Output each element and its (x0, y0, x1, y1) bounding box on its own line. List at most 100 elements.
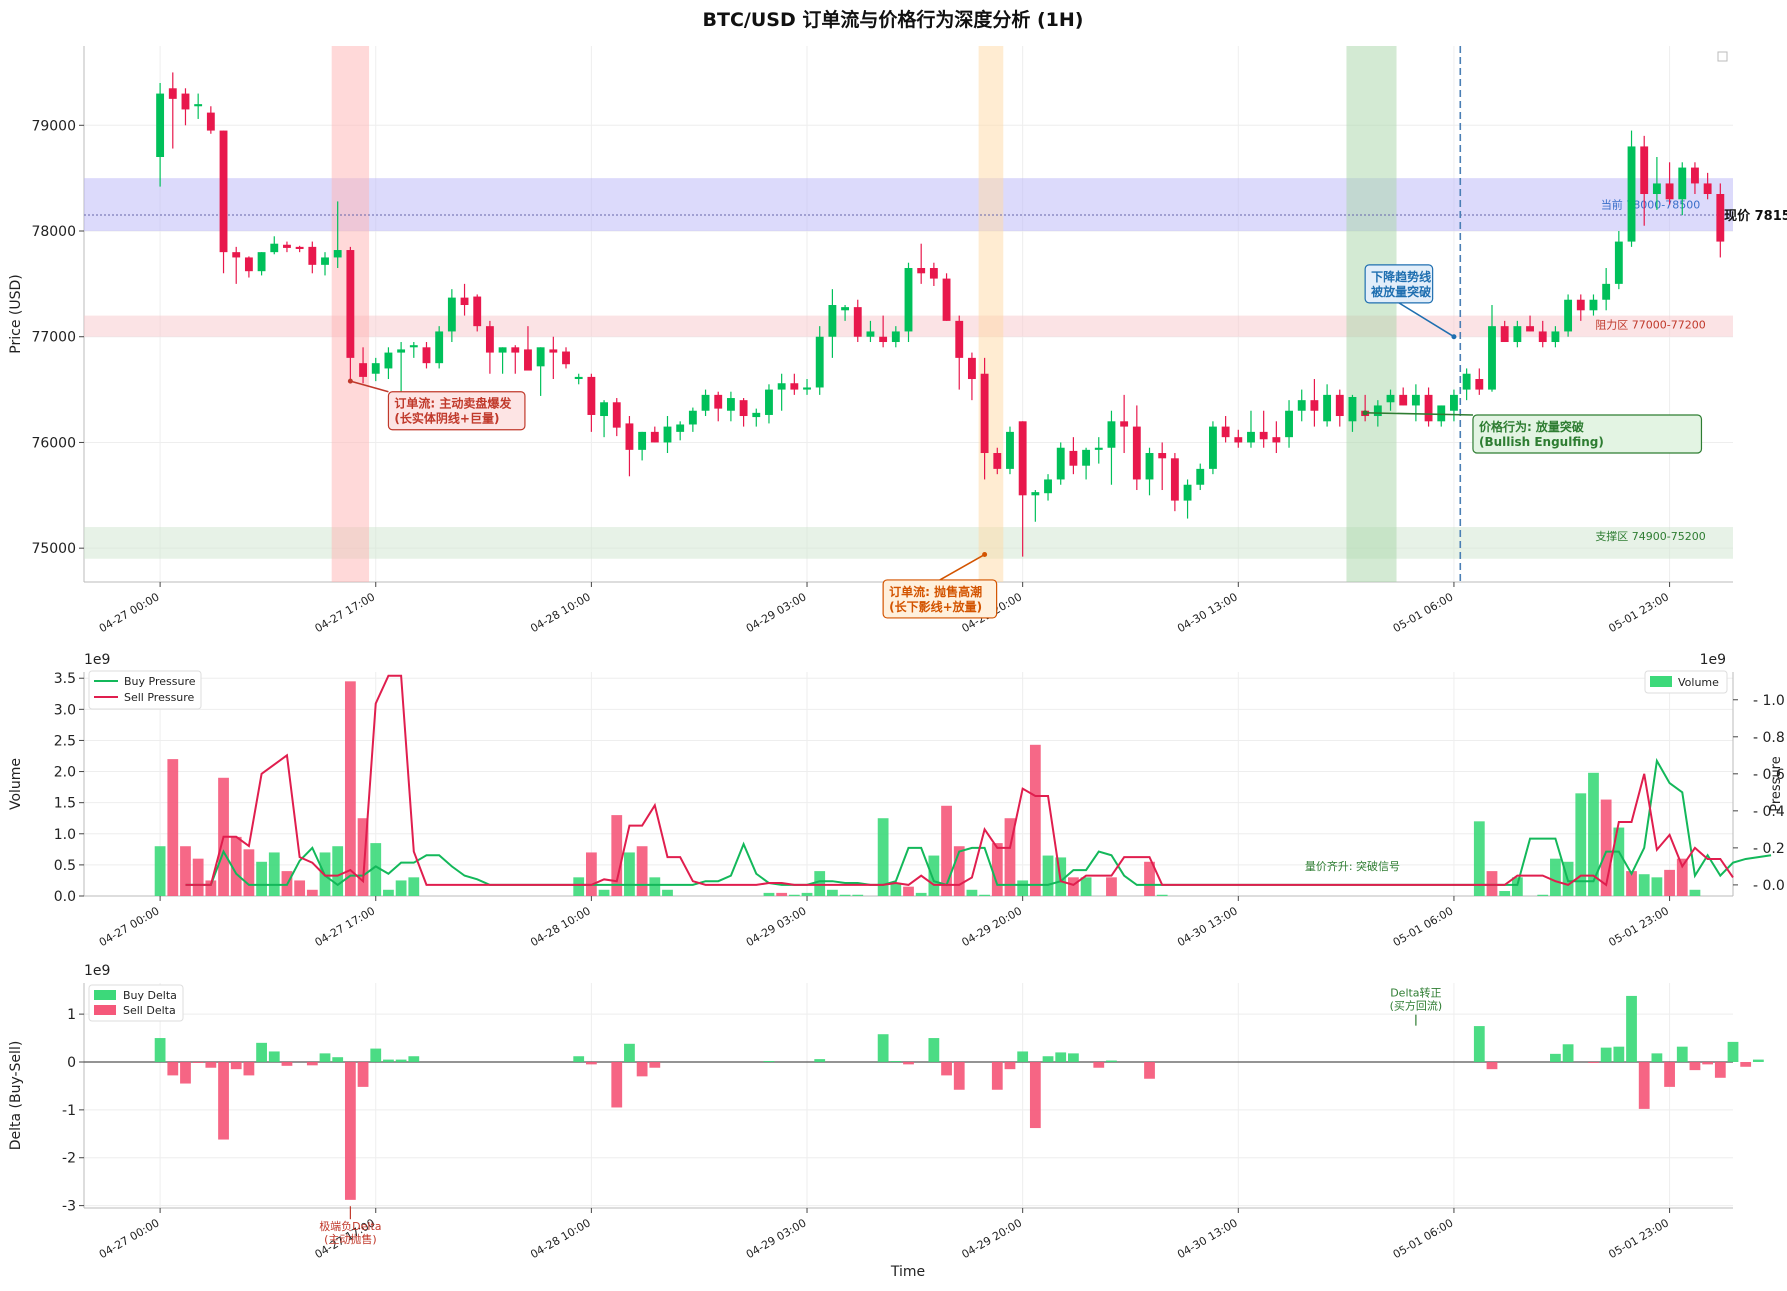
y-exponent-label: 1e9 (84, 652, 110, 668)
x-tick-label: 04-30 13:00 (1175, 1216, 1240, 1261)
price-zone-band (84, 178, 1733, 232)
candle-body (257, 252, 266, 272)
x-tick-label: 05-01 23:00 (1606, 904, 1671, 949)
volume-bar (624, 852, 635, 896)
y-tick-label: -3 (62, 1199, 76, 1215)
y-tick-label: 0.5 (54, 858, 76, 874)
volume-bar (1068, 877, 1079, 896)
candle-body (1488, 326, 1496, 390)
buy-pressure-line (185, 757, 1772, 887)
volume-bar (636, 846, 648, 896)
candle-body (1614, 241, 1623, 284)
x-tick-label: 04-29 20:00 (959, 1216, 1024, 1261)
delta-bar (1676, 1046, 1688, 1062)
legend-swatch (94, 1005, 116, 1015)
delta-bar (941, 1061, 952, 1076)
candle-body (409, 345, 418, 348)
candle-body (1082, 449, 1091, 466)
delta-bar (1600, 1047, 1612, 1062)
x-tick-label: 04-30 13:00 (1175, 904, 1240, 949)
candle-body (790, 383, 799, 390)
volume-bar (1156, 894, 1168, 896)
volume-bar (1613, 827, 1625, 896)
candle-body (1221, 426, 1230, 438)
x-axis-label: Time (890, 1264, 925, 1280)
annotation-arrow (350, 380, 389, 393)
candle-body (1120, 421, 1129, 427)
sell-pressure-line (185, 674, 1734, 887)
x-tick-label: 05-01 06:00 (1391, 1216, 1456, 1261)
y-tick-label: -1 (62, 1103, 76, 1119)
volume-bar (1144, 861, 1155, 896)
candle-body (1323, 394, 1332, 422)
annotation-box (387, 391, 526, 431)
delta-bar (1702, 1061, 1714, 1065)
delta-bar (180, 1061, 191, 1084)
volume-bar (928, 855, 940, 896)
volume-bar (306, 889, 318, 896)
delta-bar (1689, 1061, 1701, 1071)
volume-bar (370, 843, 382, 896)
delta-bar (383, 1059, 394, 1062)
delta-bar (1613, 1046, 1625, 1062)
x-tick-label: 04-27 17:00 (313, 590, 378, 635)
annotation-box (882, 579, 998, 619)
candle-body (866, 331, 875, 337)
candle-body (752, 412, 761, 418)
delta-bar (370, 1048, 382, 1062)
volume-bar (383, 889, 394, 896)
candle-body (168, 88, 177, 99)
candle-body (1056, 447, 1065, 480)
volume-bar (154, 846, 166, 896)
candle-body (1399, 394, 1408, 406)
volume-bar (573, 877, 585, 896)
annotation-arrowhead (982, 552, 988, 558)
candle-body (993, 453, 1002, 469)
volume-bar (408, 877, 420, 896)
delta-bar (1029, 1061, 1041, 1129)
candle-body (511, 347, 520, 353)
volume-bar (1638, 874, 1650, 896)
volume-bar (611, 815, 623, 896)
candle-body (853, 307, 862, 337)
delta-bar (154, 1038, 166, 1062)
candle-body (1526, 326, 1534, 332)
delta-bar (1473, 1026, 1485, 1062)
y2-tick-label: - 0.6 (1753, 767, 1785, 783)
delta-bar (890, 1061, 902, 1062)
volume-bar (649, 877, 661, 896)
candle-body (1576, 299, 1585, 311)
volume-bar (1029, 744, 1041, 896)
annotation-text: 订单流: 抛售高潮 (889, 584, 982, 599)
candle-body (1348, 396, 1357, 422)
delta-bar (903, 1061, 914, 1065)
candle-body (904, 268, 913, 332)
y2-exponent-label: 1e9 (1700, 652, 1726, 668)
annotation-arrowhead (1362, 410, 1368, 416)
annotation-text: (Bullish Engulfing) (1479, 435, 1604, 449)
candle-body (688, 410, 697, 425)
x-tick-label: 04-27 00:00 (97, 1216, 162, 1261)
candle-body (1652, 183, 1661, 195)
delta-bar (306, 1061, 318, 1066)
current-price-label: 现价 78152 (1724, 209, 1787, 224)
volume-bar (979, 894, 990, 896)
delta-bar (624, 1043, 635, 1062)
volume-bar (1651, 877, 1663, 896)
annotation-box (1364, 264, 1434, 304)
delta-bar (1068, 1053, 1079, 1062)
candle-body (1272, 437, 1281, 443)
candle-body (841, 307, 850, 311)
x-tick-label: 04-27 00:00 (97, 590, 162, 635)
volume-bar (814, 871, 826, 896)
volume-bar (1017, 880, 1029, 896)
delta-bar (268, 1051, 280, 1062)
y-tick-label: 3.5 (54, 671, 76, 687)
candle-body (524, 349, 532, 371)
volume-bar (1511, 877, 1523, 896)
delta-bar (1550, 1053, 1561, 1062)
zone-label: 当前 78000-78500 (1601, 198, 1700, 212)
candle-body (891, 331, 900, 343)
chart-title: BTC/USD 订单流与价格行为深度分析 (1H) (703, 8, 1084, 31)
delta-bar (1651, 1053, 1663, 1062)
